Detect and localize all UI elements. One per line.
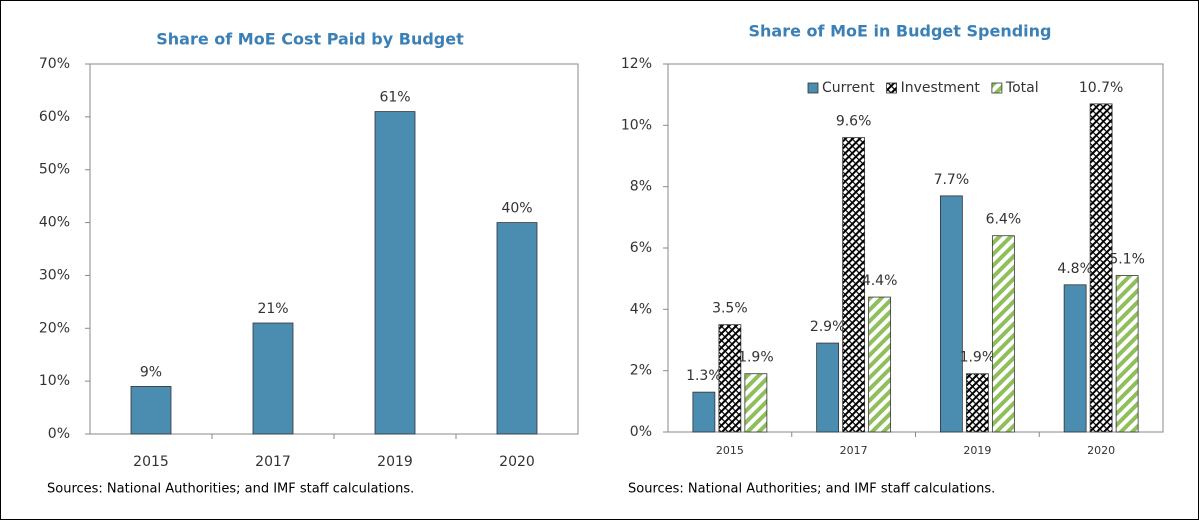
data-label: 4.8%	[1057, 261, 1093, 277]
legend-swatch	[807, 82, 819, 94]
x-tick-label: 2017	[255, 454, 291, 470]
x-tick-label: 2015	[133, 454, 169, 470]
data-label: 40%	[501, 201, 532, 217]
x-tick-label: 2017	[840, 444, 868, 457]
legend-swatch	[886, 82, 897, 94]
bar	[1063, 284, 1087, 433]
data-label: 1.9%	[738, 350, 774, 366]
legend-label: Current	[822, 80, 875, 96]
bar	[718, 324, 742, 433]
y-tick-label: 12%	[621, 56, 652, 72]
chart-title: Share of MoE Cost Paid by Budget	[156, 30, 464, 49]
data-label: 1.3%	[686, 368, 722, 384]
bar	[252, 322, 294, 435]
x-tick-label: 2015	[716, 444, 744, 457]
x-tick-label: 2020	[1087, 444, 1115, 457]
bar	[692, 391, 716, 433]
legend-swatch	[991, 82, 1003, 94]
data-label: 5.1%	[1109, 252, 1145, 268]
legend-label: Total	[1005, 80, 1039, 96]
y-tick-label: 40%	[39, 215, 70, 231]
y-tick-label: 0%	[630, 424, 652, 440]
y-tick-label: 8%	[630, 179, 652, 195]
source-note: Sources: National Authorities; and IMF s…	[628, 482, 995, 497]
x-tick-label: 2020	[499, 454, 535, 470]
bar	[744, 373, 768, 433]
legend-label: Investment	[901, 80, 981, 96]
data-label: 6.4%	[986, 212, 1022, 228]
y-tick-label: 10%	[621, 117, 652, 133]
data-label: 61%	[379, 90, 410, 106]
bar	[130, 386, 172, 435]
bar	[816, 342, 840, 433]
bar	[1089, 103, 1113, 433]
data-label: 3.5%	[712, 301, 748, 317]
y-tick-label: 10%	[39, 373, 70, 389]
data-label: 2.9%	[810, 319, 846, 335]
chart-title: Share of MoE in Budget Spending	[749, 22, 1052, 41]
y-tick-label: 30%	[39, 267, 70, 283]
data-label: 9.6%	[836, 114, 872, 130]
y-tick-label: 50%	[39, 162, 70, 178]
x-tick-label: 2019	[963, 444, 991, 457]
source-note: Sources: National Authorities; and IMF s…	[47, 482, 414, 497]
data-label: 4.4%	[862, 273, 898, 289]
y-tick-label: 60%	[39, 109, 70, 125]
y-tick-label: 20%	[39, 320, 70, 336]
y-tick-label: 6%	[630, 240, 652, 256]
bar	[939, 195, 963, 433]
y-tick-label: 70%	[39, 56, 70, 72]
data-label: 7.7%	[934, 172, 970, 188]
y-tick-label: 4%	[630, 301, 652, 317]
y-tick-label: 2%	[630, 363, 652, 379]
bar	[842, 137, 866, 433]
bar	[965, 373, 989, 433]
bar	[1115, 275, 1139, 433]
data-label: 9%	[140, 364, 162, 380]
bar	[868, 296, 892, 433]
data-label: 21%	[257, 301, 288, 317]
bar	[496, 222, 538, 435]
data-label: 10.7%	[1079, 80, 1123, 96]
bar	[374, 111, 416, 435]
y-tick-label: 0%	[48, 426, 70, 442]
x-tick-label: 2019	[377, 454, 413, 470]
bar	[991, 235, 1015, 433]
data-label: 1.9%	[960, 350, 996, 366]
